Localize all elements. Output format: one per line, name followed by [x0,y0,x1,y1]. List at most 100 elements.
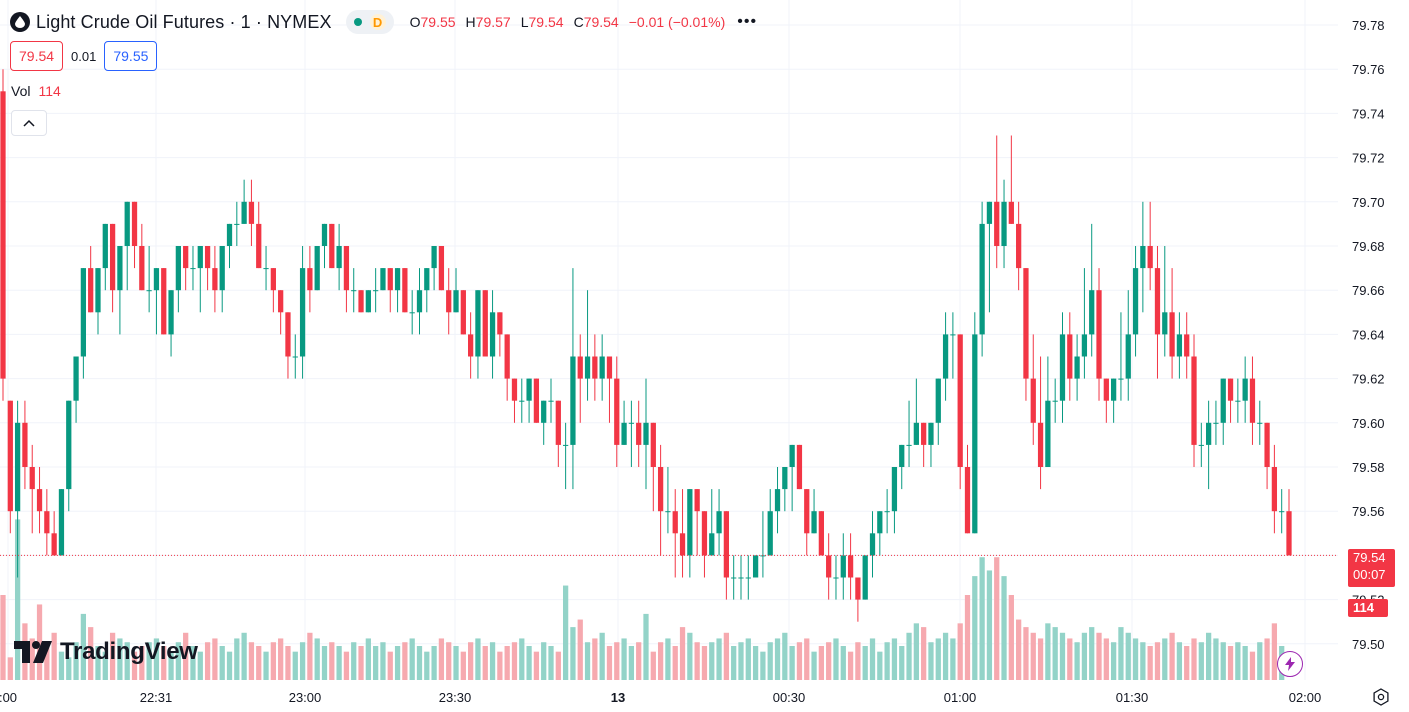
market-status-pill[interactable]: D [345,10,394,34]
symbol-title[interactable]: Light Crude Oil Futures · 1 · NYMEX [36,11,332,32]
last-volume-tag: 114 [1348,599,1388,617]
candle-body [95,268,101,313]
candle-body [204,246,211,269]
buy-price-button[interactable]: 79.55 [104,41,158,71]
price-tick-label: 79.70 [1352,195,1385,210]
candle-body [884,511,890,513]
volume-bar [373,646,379,680]
volume-bar [789,646,795,680]
grid-lines [0,0,1338,680]
volume-bar [1132,638,1139,680]
volume-bar [1176,642,1183,680]
volume-bar [1052,627,1058,680]
candle-body [1111,378,1117,401]
volume-bar [343,651,350,680]
volume-bar [899,646,905,680]
volume-bar [1067,638,1073,680]
volume-bar [175,642,181,680]
volume-bar [957,623,963,680]
candle-body [234,223,240,225]
collapse-legend-button[interactable] [11,110,47,136]
volume-bar [1257,642,1263,680]
candle-body [1052,400,1058,402]
candle-body [1074,356,1080,379]
volume-bar [1074,642,1080,680]
candle-body [373,290,379,292]
candle-body [358,290,364,313]
volume-bar [504,646,510,680]
volume-bar [745,638,751,680]
candle-body [731,577,737,579]
volume-bar [701,646,708,680]
candle-body [365,290,371,313]
price-tick-label: 79.72 [1352,151,1385,166]
candle-body [431,246,437,269]
volume-bar [826,642,832,680]
candle-body [562,444,569,446]
volume-bar [1140,642,1146,680]
sell-price-button[interactable]: 79.54 [10,41,64,71]
volume-bar [921,627,927,680]
volume-bar [1118,627,1124,680]
volume-bar [58,651,65,680]
volume-bar [994,557,1000,680]
volume-bar [131,651,138,680]
candle-body [1045,400,1051,467]
volume-bar [555,651,561,680]
candle-body [460,290,466,335]
volume-bar [263,651,269,680]
volume-bar [161,646,167,680]
candle-body [628,422,635,424]
volume-bar [1205,632,1212,680]
volume-bar [446,642,452,680]
settings-gear-icon[interactable] [1371,687,1391,707]
volume-bar [73,642,79,680]
candle-body [1140,246,1146,269]
candle-body [1162,312,1168,335]
candle-body [913,422,919,445]
tradingview-logo-icon [14,641,52,663]
candle-body [950,334,956,336]
logo-text: TradingView [60,638,198,665]
candle-body [657,467,664,512]
volume-bar [840,646,846,680]
time-axis[interactable]: :00 22:31 23:00 23:30 13 00:30 01:00 01:30 02:00 [0,690,1321,705]
low-value: 79.54 [528,14,564,30]
candle-body [394,268,401,291]
volume-bar [709,642,715,680]
candle-body [679,533,686,556]
volume-bar [1264,638,1270,680]
candle-body [161,268,167,335]
volume-bar [314,638,320,680]
candle-body [533,378,540,423]
candle-body [709,533,715,556]
candle-body [1030,378,1036,423]
tradingview-logo[interactable]: TradingView [14,638,198,666]
volume-bar [1184,646,1190,680]
volume-bar [7,657,13,680]
volume-bar [774,638,781,680]
volume-bar [731,646,737,680]
volume-bar [1191,638,1197,680]
candle-body [687,489,693,556]
lightning-icon[interactable] [1277,651,1303,677]
price-tick-label: 79.76 [1352,62,1385,77]
price-tick-label: 79.60 [1352,416,1385,431]
volume-bar [533,651,540,680]
volume-bar [80,613,87,680]
more-options-icon[interactable]: ••• [737,13,758,30]
price-tick-label: 79.78 [1352,18,1385,33]
volume-bar [928,642,934,680]
candle-body [584,356,591,379]
ohlc-values: O79.55 H79.57 L79.54 C79.54 −0.01 (−0.01… [410,14,726,30]
volume-legend[interactable]: Vol 114 [11,83,61,99]
volume-bar [380,642,386,680]
candle-body [1176,334,1183,357]
candle-body [1154,268,1161,335]
candle-body [409,312,415,314]
candle-body [446,290,452,313]
volume-bar [95,646,101,680]
volume-bar [986,570,993,680]
volume-bar [438,638,445,680]
